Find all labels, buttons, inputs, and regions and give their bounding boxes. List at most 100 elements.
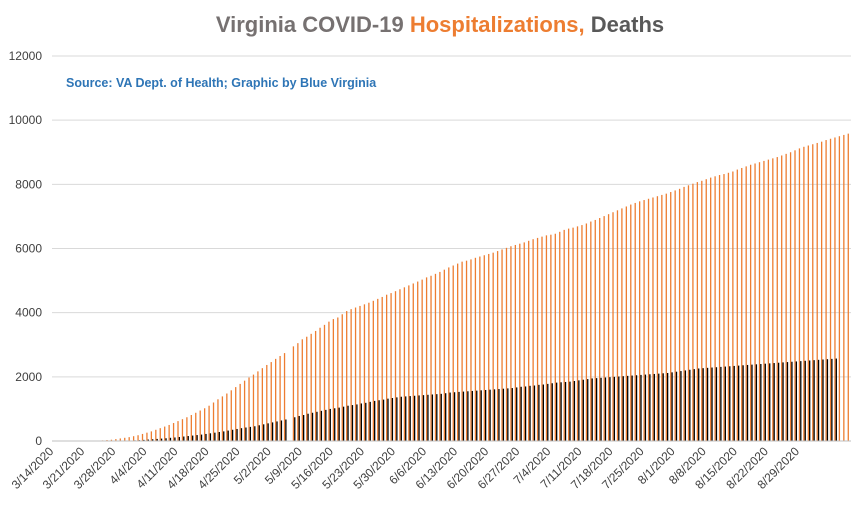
hospitalizations-bar: [390, 293, 392, 441]
deaths-bar: [720, 366, 722, 441]
deaths-bar: [533, 385, 536, 441]
deaths-bar: [405, 396, 407, 441]
deaths-bar: [560, 382, 562, 441]
hospitalizations-bar: [141, 433, 144, 441]
deaths-bar: [218, 432, 220, 441]
deaths-bar: [644, 374, 647, 441]
deaths-bar: [524, 386, 527, 441]
y-tick-label: 2000: [15, 370, 42, 384]
hospitalizations-bar: [328, 321, 330, 441]
hospitalizations-bar: [226, 393, 228, 441]
hospitalizations-bar: [714, 176, 716, 441]
hospitalizations-bar: [772, 158, 774, 441]
hospitalizations-bar: [678, 188, 681, 441]
hospitalizations-bar: [741, 167, 743, 441]
hospitalizations-bar: [528, 240, 530, 441]
deaths-bar: [658, 373, 660, 442]
y-tick-label: 6000: [15, 242, 42, 256]
hospitalizations-bar: [337, 317, 339, 441]
deaths-bar: [609, 377, 611, 441]
hospitalizations-bar: [159, 428, 161, 441]
hospitalizations-bar: [217, 399, 219, 441]
hospitalizations-bar: [266, 364, 268, 441]
deaths-bar: [746, 364, 749, 441]
hospitalizations-bar: [319, 327, 321, 441]
hospitalizations-bar: [199, 410, 201, 441]
hospitalizations-bar: [723, 174, 725, 441]
hospitalizations-bar: [146, 432, 148, 441]
deaths-bar: [258, 425, 260, 441]
deaths-bar: [698, 368, 700, 441]
deaths-bar: [804, 360, 806, 441]
deaths-bar: [378, 400, 380, 441]
deaths-bar: [751, 364, 753, 441]
hospitalizations-bar: [630, 204, 632, 441]
deaths-bar: [582, 379, 584, 441]
deaths-bar: [445, 393, 447, 441]
hospitalizations-bar: [572, 227, 574, 441]
hospitalizations-bar: [479, 256, 481, 441]
hospitalizations-bar: [483, 255, 485, 441]
deaths-bar: [165, 438, 167, 441]
deaths-bar: [813, 360, 815, 441]
deaths-bar: [347, 405, 349, 441]
deaths-bar: [671, 372, 673, 441]
deaths-bar: [325, 409, 327, 441]
deaths-bar: [511, 388, 513, 441]
hospitalizations-bar: [474, 257, 477, 441]
hospitalizations-bar: [235, 387, 237, 441]
deaths-bar: [374, 400, 376, 441]
deaths-bar: [413, 395, 416, 441]
deaths-bar: [640, 374, 642, 441]
hospitalizations-bar: [670, 192, 672, 441]
hospitalizations-bar: [186, 417, 188, 441]
deaths-bar: [613, 376, 616, 441]
hospitalizations-bar: [110, 439, 113, 441]
title-part-state: Virginia COVID-19: [216, 12, 410, 37]
deaths-bar: [267, 423, 269, 441]
hospitalizations-bar: [732, 171, 734, 441]
deaths-bar: [382, 399, 385, 441]
hospitalizations-bar: [306, 336, 308, 441]
deaths-bar: [311, 412, 314, 441]
hospitalizations-bar: [164, 426, 166, 441]
hospitalizations-bar: [350, 309, 352, 441]
hospitalizations-bar: [457, 263, 459, 441]
hospitalizations-bar: [687, 185, 690, 441]
hospitalizations-bar: [665, 193, 667, 441]
deaths-bar: [742, 365, 744, 441]
hospitalizations-bar: [710, 177, 712, 441]
hospitalizations-bar: [523, 242, 525, 441]
hospitalizations-bar: [346, 311, 348, 441]
deaths-bar: [635, 375, 638, 441]
hospitalizations-bar: [270, 362, 272, 441]
deaths-bar: [573, 381, 576, 441]
deaths-bar: [529, 385, 531, 441]
y-tick-label: 10000: [9, 113, 43, 127]
deaths-bar: [360, 403, 362, 441]
hospitalizations-bar: [789, 152, 792, 441]
hospitalizations-bar: [816, 142, 818, 441]
deaths-bar: [458, 391, 460, 441]
deaths-bar: [689, 369, 691, 441]
deaths-bar: [764, 363, 766, 441]
deaths-bar: [760, 364, 762, 441]
deaths-bar: [498, 389, 500, 441]
hospitalizations-bar: [452, 265, 454, 441]
hospitalizations-bar: [843, 134, 845, 441]
hospitalizations-bar: [616, 210, 619, 441]
deaths-bar: [338, 407, 340, 441]
deaths-bar: [809, 360, 811, 441]
source-annotation: Source: VA Dept. of Health; Graphic by B…: [66, 76, 377, 90]
deaths-bar: [249, 426, 252, 441]
hospitalizations-bar: [243, 380, 246, 441]
deaths-bar: [285, 419, 287, 441]
hospitalizations-bar: [150, 431, 153, 442]
hospitalizations-bar: [421, 279, 423, 441]
deaths-bar: [294, 417, 296, 441]
hospitalizations-bar: [377, 298, 379, 441]
deaths-bar: [631, 375, 633, 441]
hospitalizations-bar: [168, 424, 170, 441]
hospitalizations-bar: [763, 160, 765, 441]
deaths-bar: [436, 394, 438, 441]
